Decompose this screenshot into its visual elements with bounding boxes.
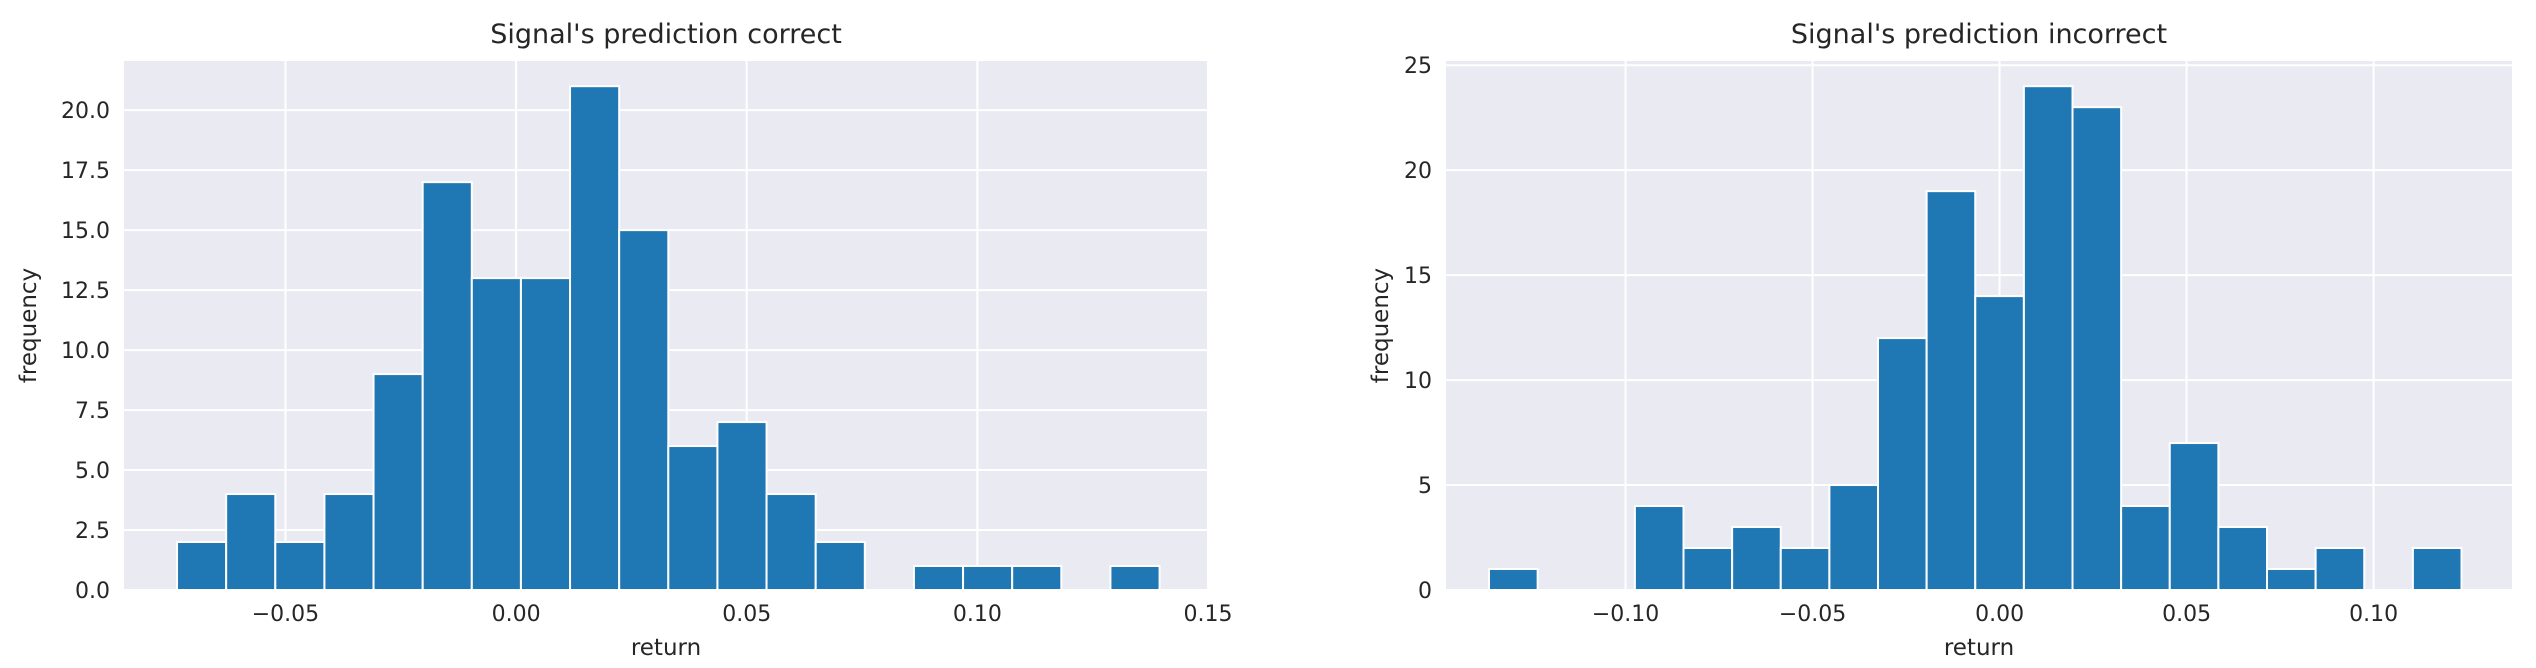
histogram-bar [274,541,326,591]
y-tick-label: 0.0 [75,579,110,604]
histogram-bar [2120,505,2171,591]
histogram-incorrect: −0.10 −0.05 0.00 0.05 0.10 0 5 10 15 20 25 Signal… [1368,19,2512,661]
histogram-bar [765,493,817,592]
histogram-bar [716,421,768,592]
histogram-bar [1488,568,1539,591]
histogram-bar [1731,526,1782,591]
histogram-bar [421,181,473,591]
y-tick-label: 5 [1418,474,1432,499]
x-tick-label: −0.10 [1592,602,1659,627]
histogram-bar [2022,85,2074,591]
y-tick-label: 12.5 [61,279,110,304]
histogram-bar [1779,547,1831,591]
x-tick-label: 0.10 [2349,602,2398,627]
histogram-bar [2266,568,2317,591]
y-axis-label-correct: frequency [16,268,42,383]
y-tick-label: 20.0 [61,99,110,124]
y-tick-label: 20 [1404,159,1432,184]
y-tick-label: 2.5 [75,519,110,544]
chart-title-correct: Signal's prediction correct [490,19,842,50]
x-tick-label: −0.05 [252,602,319,627]
histogram-bar [1974,295,2025,591]
y-tick-label: 15.0 [61,219,110,244]
x-tick-label: 0.10 [953,602,1002,627]
histogram-bar [323,493,375,592]
histogram-bar [1828,484,1880,591]
x-tick-label: 0.00 [492,602,541,627]
bars-correct [176,85,1161,592]
histogram-bar [912,565,965,592]
histogram-bar [1109,565,1161,592]
y-tick-label: 10 [1404,369,1432,394]
histogram-bar [2411,547,2463,591]
histogram-bar [225,493,277,592]
x-tick-labels-correct: −0.05 0.00 0.05 0.10 0.15 [252,602,1233,627]
y-axis-label-incorrect: frequency [1368,268,1394,383]
y-tick-label: 7.5 [75,399,110,424]
y-tick-labels-correct: 0.0 2.5 5.0 7.5 10.0 12.5 15.0 17.5 20.0 [61,99,110,604]
y-tick-label: 5.0 [75,459,110,484]
x-axis-label-correct: return [631,635,701,661]
x-tick-label: 0.05 [2162,602,2211,627]
x-tick-label: −0.05 [1779,602,1846,627]
histogram-bar [1682,547,1734,591]
y-tick-label: 25 [1404,54,1432,79]
histogram-bar [1633,505,1685,591]
x-tick-labels-incorrect: −0.10 −0.05 0.00 0.05 0.10 [1592,602,2398,627]
histogram-bar [1925,190,1977,591]
histogram-bar [2314,547,2366,591]
histogram-bar [2071,106,2123,592]
histogram-bar [519,277,572,591]
histogram-bar [470,277,522,591]
chart-title-incorrect: Signal's prediction incorrect [1791,19,2167,50]
y-tick-label: 15 [1404,264,1432,289]
y-tick-label: 0 [1418,579,1432,604]
x-tick-label: 0.15 [1184,602,1233,627]
histogram-bar [814,541,866,591]
histogram-bar [372,373,424,591]
x-tick-label: 0.00 [1975,602,2024,627]
histogram-bar [2168,442,2220,591]
y-tick-labels-incorrect: 0 5 10 15 20 25 [1404,54,1432,604]
x-axis-label-incorrect: return [1944,635,2014,661]
bars-incorrect [1488,85,2463,592]
histogram-bar [176,541,228,591]
y-tick-label: 10.0 [61,339,110,364]
histogram-bar [569,85,621,591]
histogram-correct: −0.05 0.00 0.05 0.10 0.15 0.0 2.5 5.0 7.5 10.0 12… [16,19,1232,661]
histogram-bar [618,229,670,591]
x-tick-label: 0.05 [722,602,771,627]
y-tick-label: 17.5 [61,159,110,184]
histogram-bar [667,445,719,591]
histogram-bar [962,565,1014,592]
histogram-bar [1877,337,1928,591]
histogram-bar [2217,526,2269,591]
histogram-bar [1011,565,1063,592]
